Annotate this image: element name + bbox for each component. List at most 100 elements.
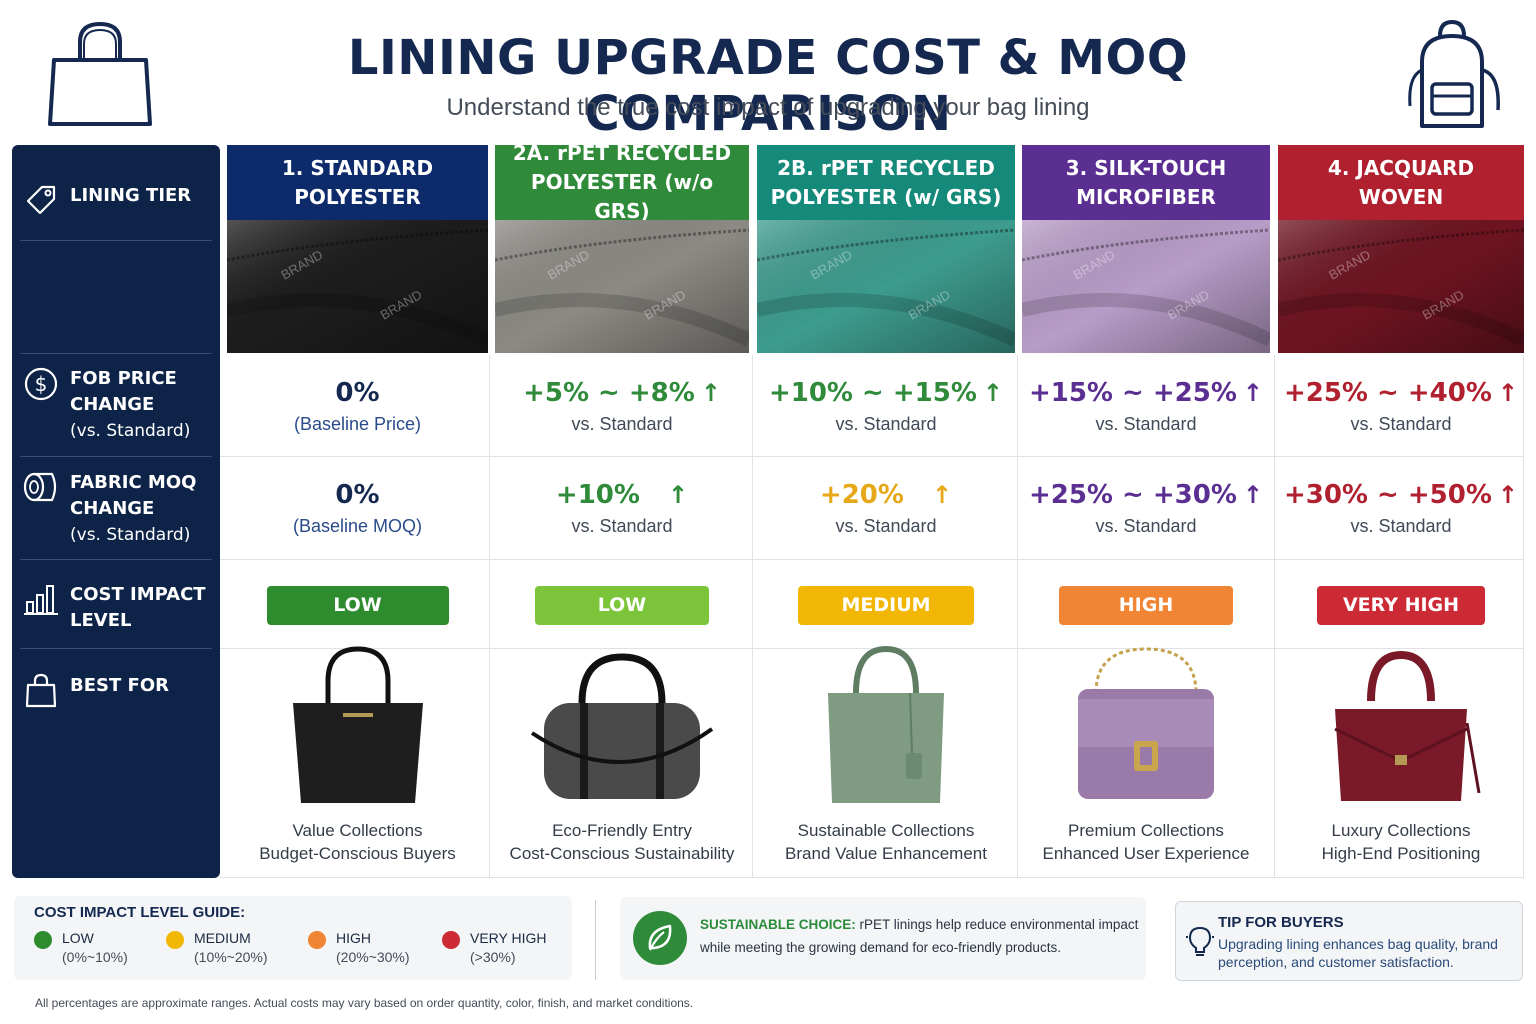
fob-value: +15% ~ +25%	[1028, 378, 1237, 408]
moq-cell: +30% ~ +50% ↑ vs. Standard	[1278, 480, 1524, 537]
moq-cell: 0% (Baseline MOQ)	[227, 480, 488, 537]
impact-badge: LOW	[266, 586, 449, 625]
row-label-best: BEST FOR	[12, 673, 220, 709]
tier-column: 1. STANDARD POLYESTER BRAND BRAND 0% (Bas…	[227, 145, 488, 878]
arrow-up-icon: ↑	[1242, 379, 1264, 407]
grid-line	[1274, 355, 1275, 878]
best-for-primary: Luxury Collections	[1331, 821, 1471, 840]
divider	[595, 900, 596, 980]
moq-cell: +20% ↑ vs. Standard	[757, 480, 1015, 537]
lightbulb-icon	[1186, 926, 1214, 956]
bag-image	[522, 643, 722, 818]
fabric-swatch: BRAND BRAND	[757, 220, 1015, 353]
sustainable-text-2: while meeting the growing demand for eco…	[700, 940, 1061, 955]
sustainable-label: SUSTAINABLE CHOICE:	[700, 917, 856, 932]
impact-cell: LOW	[227, 586, 488, 625]
row-label-fob: $ FOB PRICE CHANGE (vs. Standard)	[12, 366, 220, 444]
fob-note: vs. Standard	[571, 414, 673, 434]
best-for-secondary: High-End Positioning	[1321, 844, 1481, 863]
level-dot-icon	[34, 931, 52, 949]
best-for-cell: Eco-Friendly Entry Cost-Conscious Sustai…	[495, 819, 749, 865]
sustainable-choice-panel: SUSTAINABLE CHOICE: rPET linings help re…	[620, 897, 1146, 980]
arrow-up-icon: ↑	[982, 379, 1004, 407]
tag-icon	[26, 185, 56, 215]
grid-line	[220, 456, 1524, 457]
fob-value: +10% ~ +15%	[768, 378, 977, 408]
moq-cell: +10% ↑ vs. Standard	[495, 480, 749, 537]
grid-line	[752, 355, 753, 878]
tier-header: 2B. rPET RECYCLED POLYESTER (w/ GRS)	[757, 145, 1015, 220]
grid-line	[489, 355, 490, 878]
row-label-impact: COST IMPACT LEVEL	[12, 582, 220, 634]
row-divider	[20, 240, 212, 241]
best-for-primary: Sustainable Collections	[797, 821, 975, 840]
page-subtitle: Understand the true cost impact of upgra…	[446, 94, 1090, 121]
moq-value: +10%	[555, 480, 640, 510]
best-for-secondary: Enhanced User Experience	[1042, 844, 1250, 863]
arrow-up-icon: ↑	[667, 481, 689, 509]
cost-impact-guide: COST IMPACT LEVEL GUIDE: LOW (0%~10%) MED…	[14, 896, 572, 980]
impact-cell: VERY HIGH	[1278, 586, 1524, 625]
best-for-cell: Sustainable Collections Brand Value Enha…	[757, 819, 1015, 865]
moq-note: vs. Standard	[835, 516, 937, 536]
bar-chart-icon	[24, 585, 58, 615]
grid-line	[220, 559, 1524, 560]
level-dot-icon	[308, 931, 326, 949]
row-divider	[20, 648, 212, 649]
best-for-cell: Value Collections Budget-Conscious Buyer…	[227, 819, 488, 865]
level-dot-icon	[442, 931, 460, 949]
fob-note: vs. Standard	[1095, 414, 1197, 434]
best-for-secondary: Budget-Conscious Buyers	[259, 844, 456, 863]
best-for-secondary: Brand Value Enhancement	[785, 844, 987, 863]
moq-note: vs. Standard	[1095, 516, 1197, 536]
bag-image	[1311, 643, 1491, 818]
best-for-primary: Premium Collections	[1068, 821, 1224, 840]
arrow-up-icon: ↑	[700, 379, 721, 407]
sustainable-text: rPET linings help reduce environmental i…	[855, 917, 1139, 932]
tip-panel: TIP FOR BUYERS Upgrading lining enhances…	[1175, 901, 1523, 981]
best-for-cell: Luxury Collections High-End Positioning	[1278, 819, 1524, 865]
row-label-column: LINING TIER $ FOB PRICE CHANGE (vs. Standa…	[12, 145, 220, 878]
grid-line	[220, 648, 1524, 649]
fob-note: vs. Standard	[835, 414, 937, 434]
page-title: LINING UPGRADE COST & MOQ COMPARISON	[347, 30, 1189, 142]
fob-cell: 0% (Baseline Price)	[227, 378, 488, 435]
tier-header: 1. STANDARD POLYESTER	[227, 145, 488, 220]
fabric-swatch: BRAND BRAND	[1022, 220, 1270, 353]
best-for-cell: Premium Collections Enhanced User Experi…	[1022, 819, 1270, 865]
bag-image	[273, 643, 443, 818]
best-for-primary: Eco-Friendly Entry	[552, 821, 692, 840]
grid-line	[1017, 355, 1018, 878]
row-label-tier: LINING TIER	[12, 183, 220, 217]
fabric-swatch: BRAND BRAND	[1278, 220, 1524, 353]
fob-value: +25% ~ +40%	[1283, 378, 1492, 408]
moq-value: +20%	[819, 480, 904, 510]
impact-cell: HIGH	[1022, 586, 1270, 625]
impact-cell: LOW	[495, 586, 749, 625]
arrow-up-icon: ↑	[1242, 481, 1264, 509]
fabric-swatch: BRAND BRAND	[227, 220, 488, 353]
moq-cell: +25% ~ +30% ↑ vs. Standard	[1022, 480, 1270, 537]
tier-column: 4. JACQUARD WOVEN BRAND BRAND +25% ~ +40%…	[1278, 145, 1524, 878]
tier-header: 2A. rPET RECYCLED POLYESTER (w/o GRS)	[495, 141, 749, 223]
moq-value: +25% ~ +30%	[1028, 480, 1237, 510]
tip-title: TIP FOR BUYERS	[1218, 914, 1344, 931]
fabric-swatch: BRAND BRAND	[495, 220, 749, 353]
moq-value: +30% ~ +50%	[1283, 480, 1492, 510]
guide-title: COST IMPACT LEVEL GUIDE:	[34, 904, 246, 921]
fob-note: vs. Standard	[1350, 414, 1452, 434]
bag-image	[806, 643, 966, 818]
bag-image	[1056, 643, 1236, 818]
arrow-up-icon: ↑	[1497, 481, 1519, 509]
dollar-circle-icon: $	[24, 367, 58, 401]
tier-header: 3. SILK-TOUCH MICROFIBER	[1022, 145, 1270, 220]
svg-text:$: $	[35, 372, 48, 396]
footnote: All percentages are approximate ranges. …	[35, 996, 694, 1010]
tier-column: 2A. rPET RECYCLED POLYESTER (w/o GRS) BRA…	[495, 141, 749, 878]
tier-column: 2B. rPET RECYCLED POLYESTER (w/ GRS) BRAN…	[757, 145, 1015, 878]
shopping-bag-icon	[25, 673, 57, 708]
row-divider	[20, 559, 212, 560]
row-divider	[20, 456, 212, 457]
row-divider	[20, 353, 212, 354]
guide-item: VERY HIGH (>30%)	[442, 930, 547, 965]
